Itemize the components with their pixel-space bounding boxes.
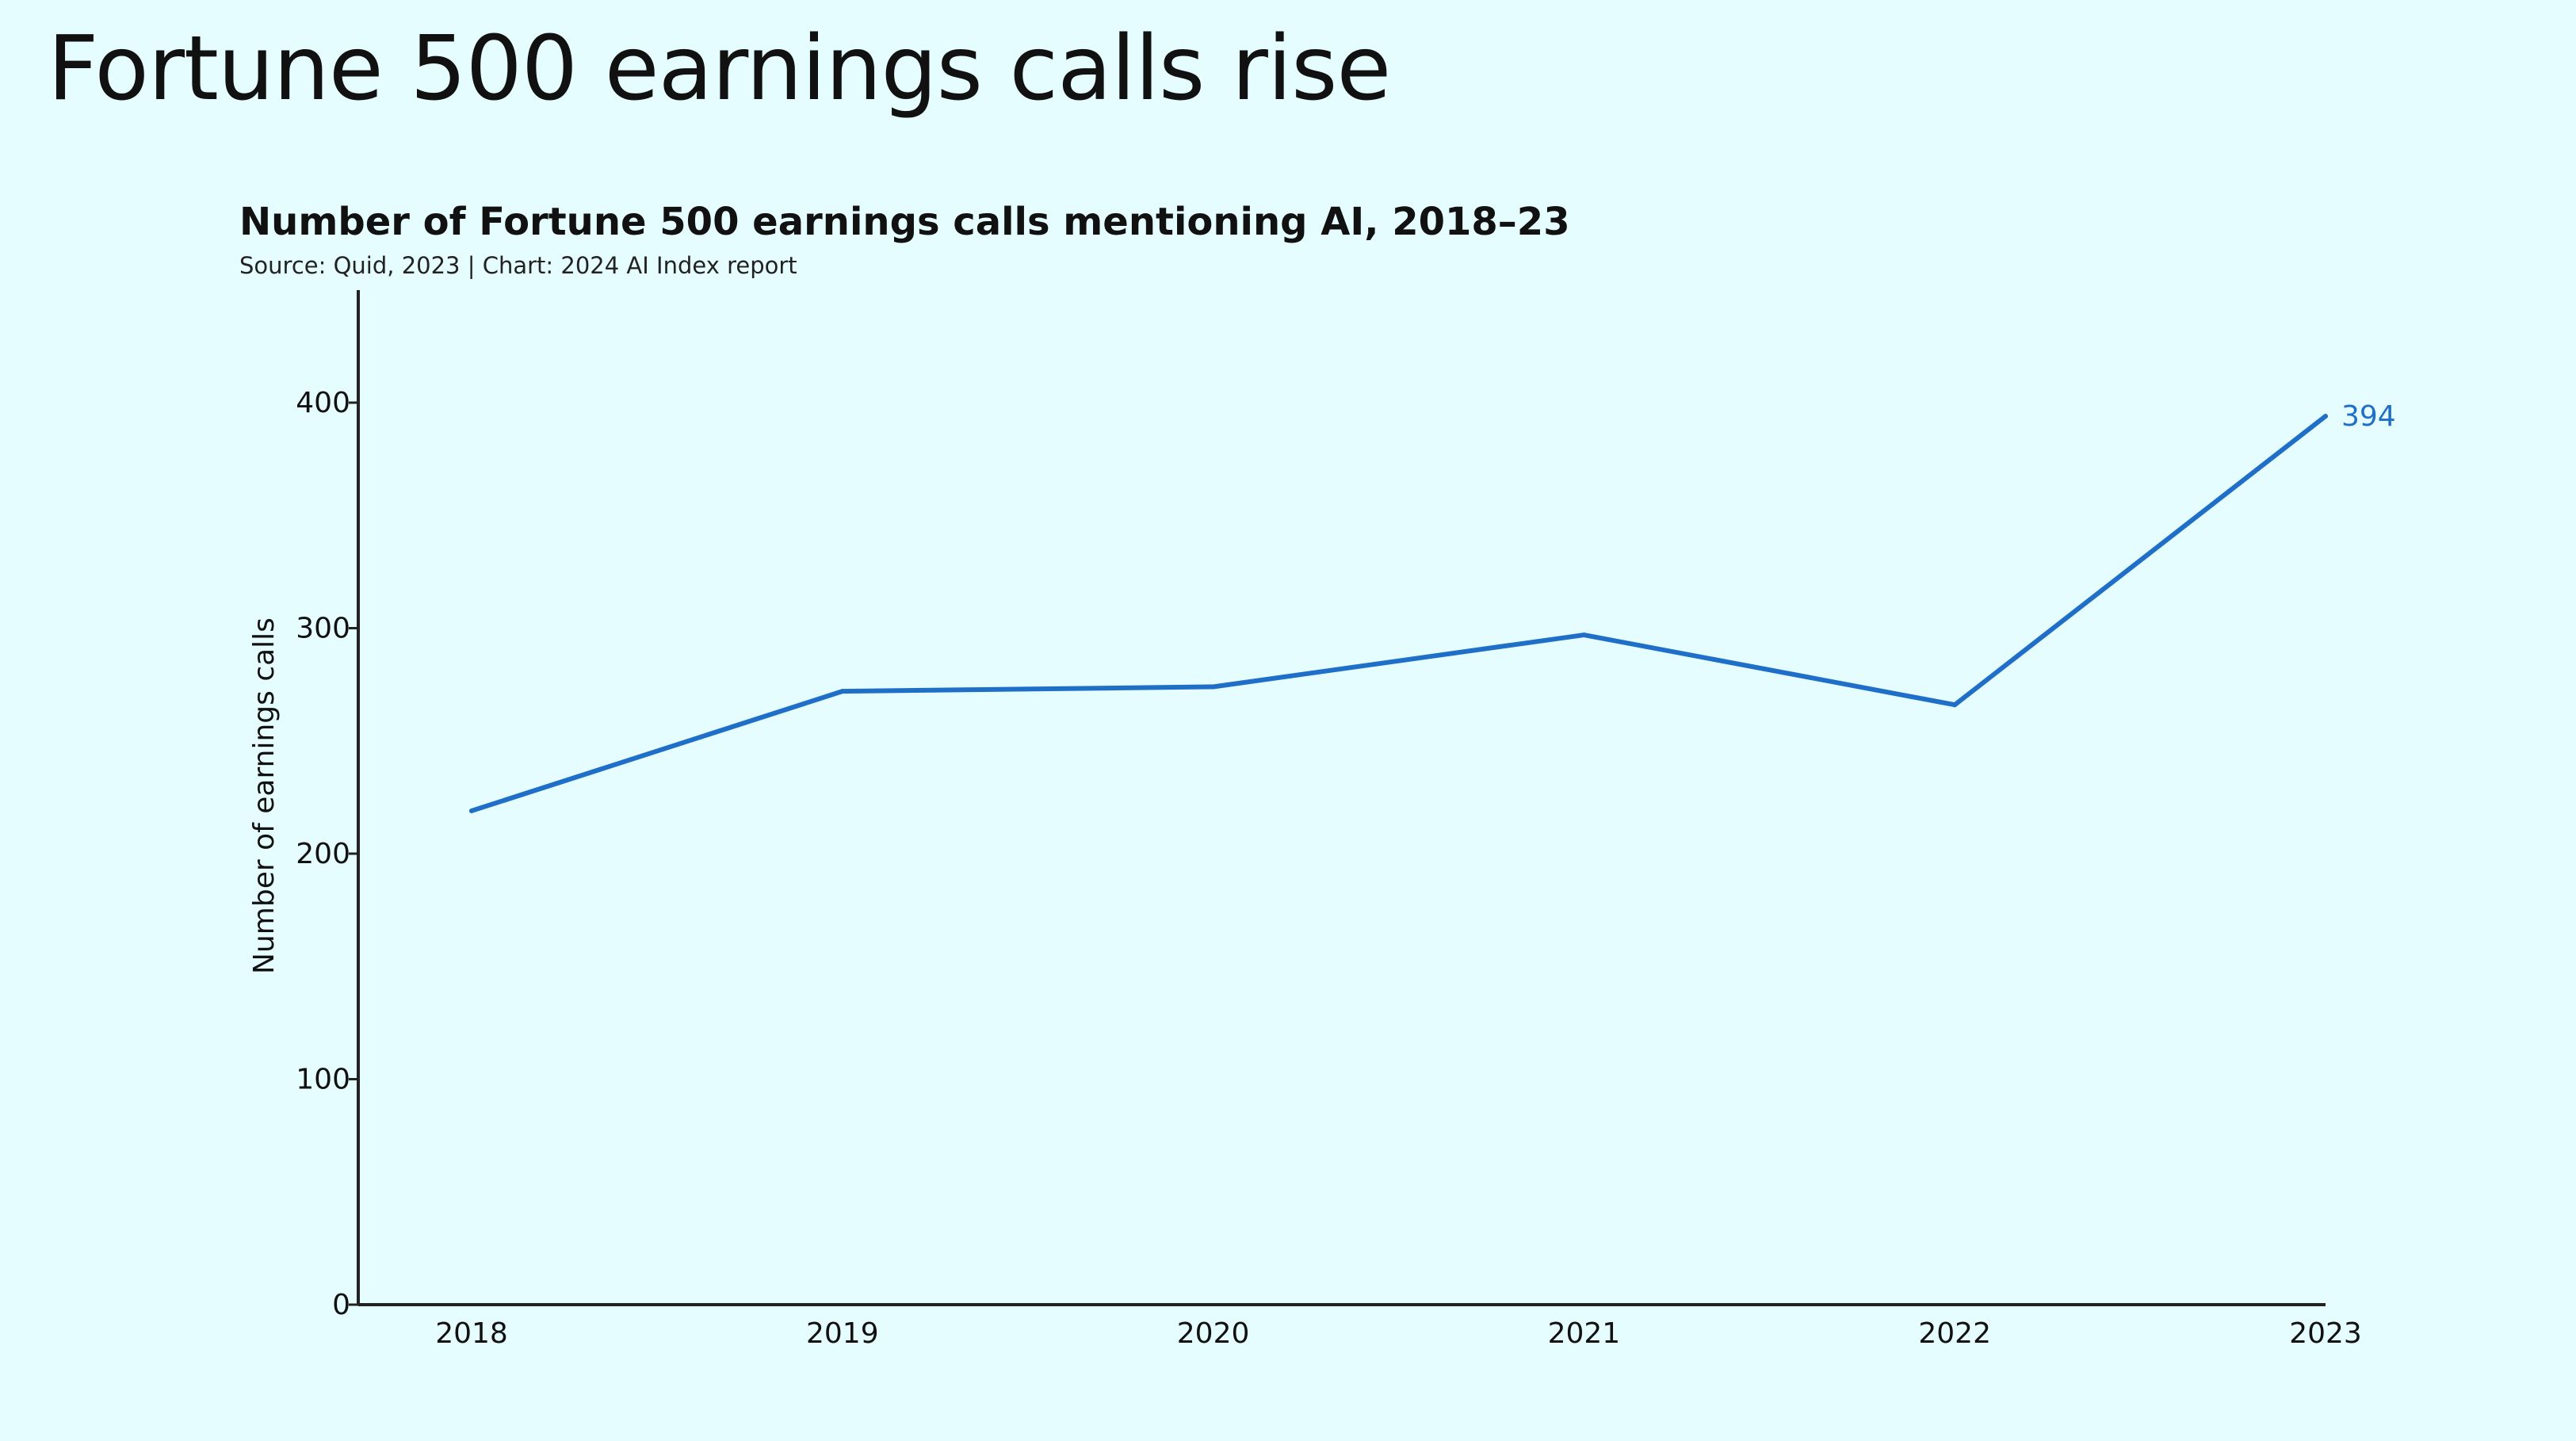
chart-title: Number of Fortune 500 earnings calls men… [239, 200, 1570, 244]
y-axis-label: Number of earnings calls [248, 617, 281, 974]
x-tick-label: 2018 [435, 1317, 508, 1350]
slide-title: Fortune 500 earnings calls rise [48, 17, 1391, 120]
data-label: 394 [2341, 400, 2396, 433]
y-tick-label: 300 [296, 613, 350, 645]
data-point [2323, 414, 2328, 419]
data-point [839, 689, 845, 694]
x-axis: 2018 2019 2020 2021 2022 2023 [358, 1303, 2362, 1350]
x-tick-label: 2021 [1548, 1317, 1621, 1350]
x-tick-label: 2023 [2289, 1317, 2362, 1350]
data-point [1952, 702, 1958, 708]
x-tick-label: 2022 [1918, 1317, 1991, 1350]
series-line [469, 414, 2328, 813]
data-point [469, 808, 474, 813]
series [469, 414, 2328, 813]
y-tick-label: 200 [296, 838, 350, 870]
y-tick-label: 0 [332, 1289, 350, 1321]
chart-source: Source: Quid, 2023 | Chart: 2024 AI Inde… [239, 252, 797, 279]
y-axis: 0 100 200 300 400 [296, 290, 360, 1321]
y-tick-label: 400 [296, 387, 350, 419]
data-labels: 394 [2341, 400, 2396, 433]
x-tick-label: 2020 [1177, 1317, 1250, 1350]
x-tick-label: 2019 [806, 1317, 879, 1350]
data-point [1581, 633, 1587, 638]
data-point [1210, 684, 1216, 690]
y-tick-label: 100 [296, 1064, 350, 1096]
